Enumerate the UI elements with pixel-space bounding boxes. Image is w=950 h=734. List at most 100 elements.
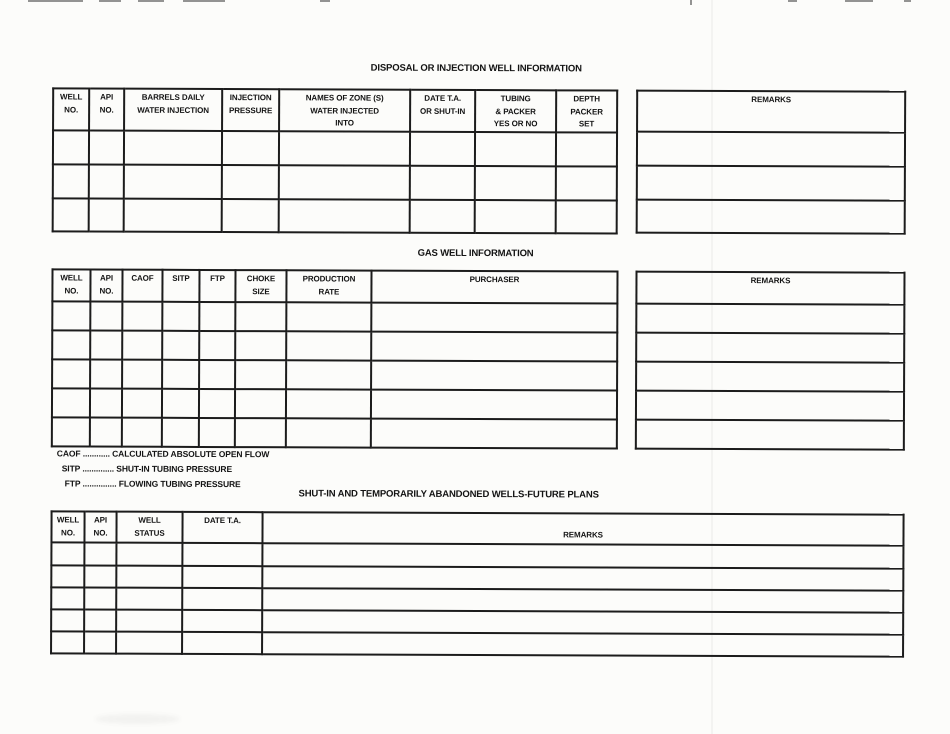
empty-cell: [123, 198, 222, 232]
scan-artifact: [690, 0, 692, 5]
empty-cell: [84, 609, 117, 632]
scan-artifact: [99, 0, 121, 2]
empty-cell: [262, 632, 904, 657]
col-header-depth-packer: DEPTH PACKER SET: [556, 90, 618, 133]
empty-cell: [235, 331, 287, 361]
scan-artifact: [904, 0, 911, 2]
empty-cell: [51, 417, 90, 447]
abbreviation-legend: CAOF ............ CALCULATED ABSOLUTE OP…: [57, 446, 270, 492]
col-header-choke-size: CHOKE SIZE: [235, 270, 287, 303]
empty-cell: [51, 609, 85, 632]
table-row: [51, 542, 904, 569]
scan-artifact: [183, 0, 225, 2]
empty-cell: [199, 359, 236, 390]
table-row: [52, 330, 618, 362]
empty-cell: [116, 609, 183, 632]
empty-cell: [555, 131, 618, 167]
empty-cell: [122, 301, 163, 331]
empty-cell: [88, 164, 124, 199]
table-row: [51, 631, 904, 657]
empty-cell: [51, 631, 85, 654]
empty-cell: [116, 542, 183, 566]
disposal-injection-table: WELL NO. API NO. BARRELS DAILY WATER INJ…: [52, 87, 619, 234]
empty-cell: [636, 303, 905, 334]
empty-cell: [262, 610, 904, 635]
col-header-api-no: API NO.: [90, 269, 123, 302]
table-row: [52, 163, 617, 201]
col-header-sitp: SITP: [162, 269, 200, 302]
empty-cell: [161, 388, 200, 418]
gas-header-row: WELL NO. API NO. CAOF SITP FTP CHOKE SIZ…: [52, 269, 618, 304]
empty-cell: [555, 165, 617, 201]
empty-cell: [234, 418, 286, 448]
section-title-disposal: DISPOSAL OR INJECTION WELL INFORMATION: [370, 62, 582, 75]
table-row: [636, 199, 905, 234]
shutin-wells-table: WELL NO. API NO. WELL STATUS DATE T.A. R…: [50, 510, 905, 657]
empty-cell: [122, 330, 163, 360]
table-row: [51, 609, 904, 635]
empty-cell: [116, 565, 183, 588]
shutin-header-row: WELL NO. API NO. WELL STATUS DATE T.A. R…: [51, 511, 904, 546]
empty-cell: [121, 417, 162, 447]
table-row: [51, 565, 904, 591]
empty-cell: [262, 566, 904, 591]
empty-cell: [84, 587, 117, 610]
empty-cell: [221, 164, 279, 199]
empty-cell: [635, 390, 905, 421]
empty-cell: [90, 359, 123, 389]
empty-cell: [89, 417, 122, 447]
table-row: [51, 388, 618, 420]
empty-cell: [371, 302, 618, 333]
empty-cell: [51, 542, 85, 566]
col-header-injection-pressure: INJECTION PRESSURE: [222, 89, 280, 131]
table-row: [52, 197, 617, 234]
scan-smudge: [95, 714, 180, 724]
empty-cell: [371, 331, 618, 362]
empty-cell: [116, 631, 183, 654]
remarks-header-row: REMARKS: [637, 90, 906, 133]
table-row: [52, 359, 618, 391]
table-row: [635, 390, 905, 421]
col-header-barrels-daily: BARRELS DAILY WATER INJECTION: [124, 88, 223, 131]
col-header-production-rate: PRODUCTION RATE: [286, 270, 372, 303]
empty-cell: [636, 199, 905, 234]
empty-cell: [370, 418, 617, 449]
empty-cell: [90, 330, 123, 360]
empty-cell: [52, 163, 89, 199]
empty-cell: [636, 361, 905, 392]
empty-cell: [122, 359, 163, 389]
table-row: [636, 361, 905, 392]
empty-cell: [52, 197, 89, 232]
table-row: [636, 332, 905, 363]
empty-cell: [409, 131, 476, 166]
section-title-shutin: SHUT-IN AND TEMPORARILY ABANDONED WELLS-…: [298, 488, 599, 501]
disposal-remarks-table: REMARKS: [636, 90, 907, 235]
empty-cell: [409, 199, 475, 233]
empty-cell: [89, 388, 123, 418]
empty-cell: [51, 388, 91, 418]
empty-cell: [182, 631, 263, 655]
col-header-remarks: REMARKS: [637, 90, 906, 133]
empty-cell: [161, 417, 199, 447]
empty-cell: [278, 130, 411, 166]
scan-artifact: [138, 0, 164, 2]
table-row: [636, 165, 905, 201]
empty-cell: [52, 359, 91, 389]
empty-cell: [162, 330, 200, 360]
empty-cell: [199, 330, 236, 361]
empty-cell: [52, 301, 91, 331]
empty-cell: [116, 587, 183, 610]
empty-cell: [262, 588, 904, 613]
empty-cell: [235, 360, 287, 390]
table-row: [636, 303, 905, 334]
empty-cell: [221, 130, 280, 165]
empty-cell: [371, 360, 618, 391]
table-row: [52, 129, 618, 167]
empty-cell: [84, 631, 117, 654]
col-header-well-no: WELL NO.: [51, 511, 85, 543]
col-header-zone-names: NAMES OF ZONE (S) WATER INJECTED INTO: [279, 89, 411, 132]
empty-cell: [409, 165, 475, 200]
empty-cell: [286, 302, 372, 332]
